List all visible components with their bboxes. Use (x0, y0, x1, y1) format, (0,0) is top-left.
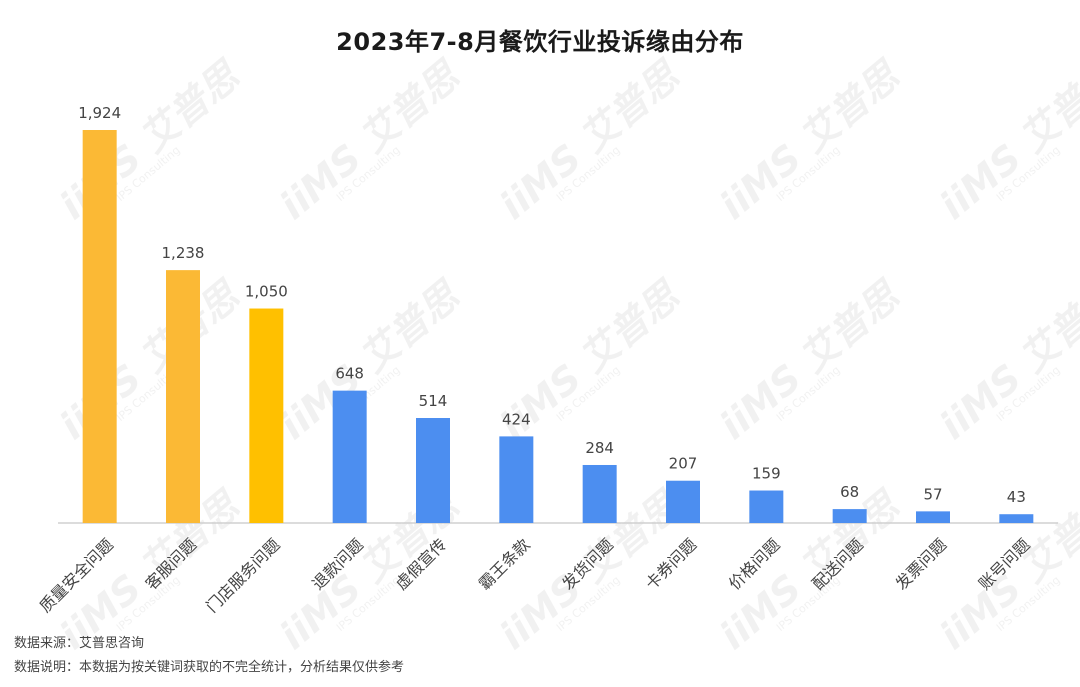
x-tick-label-2: 客服问题 (142, 535, 201, 594)
bar-3 (249, 308, 284, 523)
x-tick-label-4: 退款问题 (308, 535, 367, 594)
data-label-12: 43 (1007, 488, 1026, 506)
x-tick-label-7: 发货问题 (558, 535, 617, 594)
bar-11 (916, 511, 950, 523)
bar-2 (166, 270, 200, 523)
chart-title: 2023年7-8月餐饮行业投诉缘由分布 (336, 28, 744, 56)
footer: 数据来源：艾普思咨询 数据说明：本数据为按关键词获取的不完全统计，分析结果仅供参… (14, 632, 404, 680)
data-description-note: 数据说明：本数据为按关键词获取的不完全统计，分析结果仅供参考 (14, 660, 405, 675)
x-tick-label-10: 配送问题 (808, 535, 867, 594)
bar-1 (82, 130, 117, 523)
data-label-11: 57 (923, 485, 942, 503)
data-label-4: 648 (335, 365, 364, 383)
data-label-5: 514 (419, 392, 448, 410)
data-label-6: 424 (502, 410, 531, 428)
data-label-2: 1,238 (162, 244, 205, 262)
bar-4 (332, 390, 367, 523)
x-tick-label-8: 卡券问题 (642, 535, 701, 594)
x-tick-label-12: 账号问题 (975, 535, 1034, 594)
data-label-3: 1,050 (245, 283, 288, 301)
x-tick-label-11: 发票问题 (892, 535, 951, 594)
data-label-9: 159 (752, 465, 781, 483)
bar-10 (832, 509, 867, 523)
x-tick-label-5: 虚假宣传 (392, 535, 451, 594)
x-tick-label-3: 门店服务问题 (202, 535, 283, 616)
bar-6 (499, 436, 534, 523)
bar-8 (666, 480, 700, 523)
data-label-1: 1,924 (78, 104, 121, 122)
bar-7 (582, 464, 617, 523)
data-label-8: 207 (669, 455, 698, 473)
data-source-note: 数据来源：艾普思咨询 (14, 636, 145, 651)
bar-5 (416, 418, 450, 523)
x-tick-label-9: 价格问题 (725, 535, 784, 594)
bar-12 (999, 514, 1034, 523)
data-label-10: 68 (840, 483, 859, 501)
x-tick-label-6: 霸王条款 (475, 535, 534, 594)
x-tick-label-1: 质量安全问题 (36, 535, 117, 616)
bar-9 (749, 490, 784, 523)
data-label-7: 284 (585, 439, 614, 457)
